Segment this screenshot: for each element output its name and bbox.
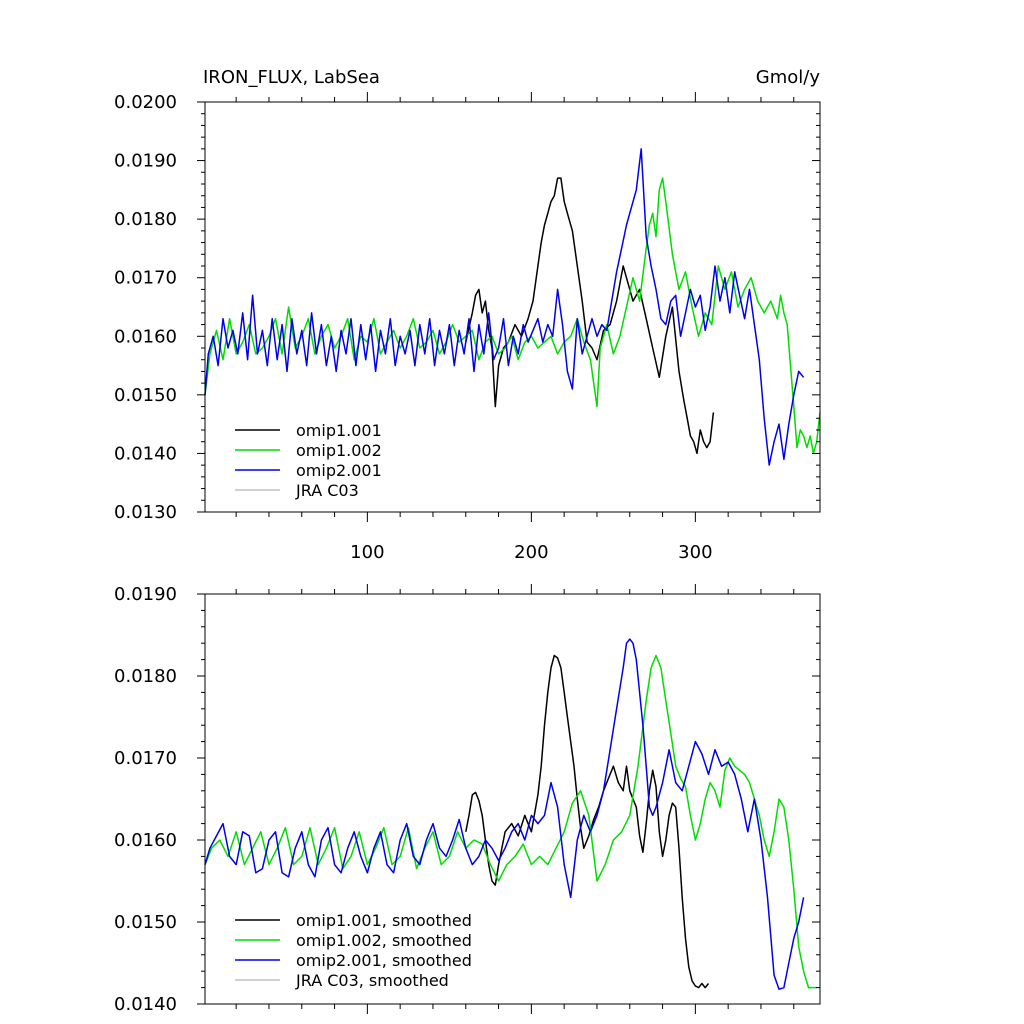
y-tick-label: 0.0190 <box>114 584 177 605</box>
y-tick-label: 0.0130 <box>114 502 177 523</box>
legend-label: omip1.002 <box>296 441 382 460</box>
bottom-plot-area <box>204 638 817 990</box>
legend-label: omip1.001 <box>296 421 382 440</box>
y-tick-label: 0.0150 <box>114 385 177 406</box>
series-line-0 <box>465 177 715 455</box>
x-tick-label: 300 <box>678 542 712 563</box>
y-tick-label: 0.0170 <box>114 268 177 289</box>
series-line-1 <box>204 654 817 989</box>
x-tick-label: 100 <box>350 542 384 563</box>
top-plot-area <box>204 148 821 466</box>
x-tick-label: 200 <box>514 542 548 563</box>
bottom-frame <box>204 593 821 1005</box>
bottom-ticks: 0.0140 0.0150 0.0160 0.0170 0.0180 0.0190 <box>114 584 820 1015</box>
y-tick-label: 0.0200 <box>114 92 177 113</box>
series-line-0 <box>465 654 710 989</box>
y-tick-label: 0.0160 <box>114 830 177 851</box>
top-panel: IRON_FLUX, LabSea Gmol/y 0.01300.01400.0… <box>114 67 821 563</box>
y-tick-label: 0.0180 <box>114 209 177 230</box>
legend-label: JRA C03, smoothed <box>295 971 449 990</box>
top-frame <box>204 101 821 513</box>
legend-label: JRA C03 <box>295 481 359 500</box>
legend-label: omip2.001, smoothed <box>296 951 472 970</box>
series-line-1 <box>204 177 821 455</box>
y-tick-label: 0.0190 <box>114 151 177 172</box>
legend-label: omip1.001, smoothed <box>296 911 472 930</box>
top-title-right: Gmol/y <box>756 67 821 88</box>
y-tick-label: 0.0160 <box>114 326 177 347</box>
y-tick-label: 0.0170 <box>114 748 177 769</box>
legend-label: omip1.002, smoothed <box>296 931 472 950</box>
top-ticks: 0.0130 0.0140 0.0150 0.0160 0.0170 0.0180 0.01… <box>114 92 820 563</box>
y-tick-label: 0.0180 <box>114 666 177 687</box>
series-line-2 <box>204 638 805 990</box>
bottom-panel: 0.0140 0.0150 0.0160 0.0170 0.0180 0.0190 omi… <box>114 584 821 1015</box>
y-tick-label: 0.0150 <box>114 912 177 933</box>
y-tick-label: 0.0140 <box>114 994 177 1015</box>
series-line-2 <box>204 148 805 466</box>
legend-label: omip2.001 <box>296 461 382 480</box>
y-tick-label: 0.0140 <box>114 443 177 464</box>
top-title-left: IRON_FLUX, LabSea <box>203 67 380 88</box>
